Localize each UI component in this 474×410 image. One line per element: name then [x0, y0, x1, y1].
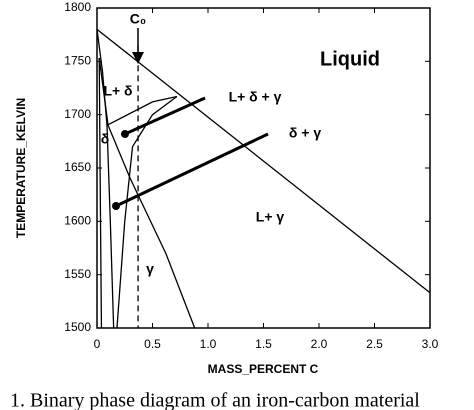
annotation: δ — [101, 131, 110, 147]
annotation: Liquid — [320, 48, 380, 70]
annotation: L+ γ — [256, 209, 285, 225]
caption: 1. Binary phase diagram of an iron-carbo… — [10, 390, 420, 410]
annotation: L+ δ — [103, 83, 132, 99]
x-tick-label: 0.5 — [144, 337, 161, 351]
x-axis-label: MASS_PERCENT C — [208, 362, 319, 376]
x-tick-label: 0 — [94, 337, 101, 351]
x-tick-label: 2.0 — [311, 337, 328, 351]
phase-boundary — [116, 96, 178, 329]
phase-boundary — [98, 58, 196, 329]
annotation: γ — [146, 261, 154, 277]
x-tick-label: 3.0 — [422, 337, 439, 351]
y-tick-label: 1550 — [64, 267, 91, 281]
annotation: L+ δ + γ — [229, 89, 282, 105]
arrow-head — [132, 52, 144, 64]
phase-boundary — [96, 28, 431, 294]
pointer-dot — [112, 202, 120, 210]
y-axis-label: TEMPERATURE_KELVIN — [14, 98, 28, 238]
phase-boundary — [98, 58, 103, 329]
phase-boundary — [106, 125, 115, 329]
pointer — [124, 96, 206, 136]
y-tick-label: 1500 — [64, 320, 91, 334]
pointer-dot — [121, 130, 129, 138]
phase-boundary — [106, 95, 178, 126]
plot-frame — [96, 7, 431, 329]
x-tick-label: 1.0 — [200, 337, 217, 351]
annotation: C₀ — [130, 11, 146, 27]
y-tick-label: 1700 — [64, 107, 91, 121]
y-tick-label: 1750 — [64, 54, 91, 68]
y-tick-label: 1650 — [64, 160, 91, 174]
pointer — [115, 132, 269, 208]
y-tick-label: 1800 — [64, 0, 91, 14]
annotation: δ + γ — [289, 125, 321, 141]
x-tick-label: 1.5 — [255, 337, 272, 351]
x-tick-label: 2.5 — [366, 337, 383, 351]
y-tick-label: 1600 — [64, 214, 91, 228]
